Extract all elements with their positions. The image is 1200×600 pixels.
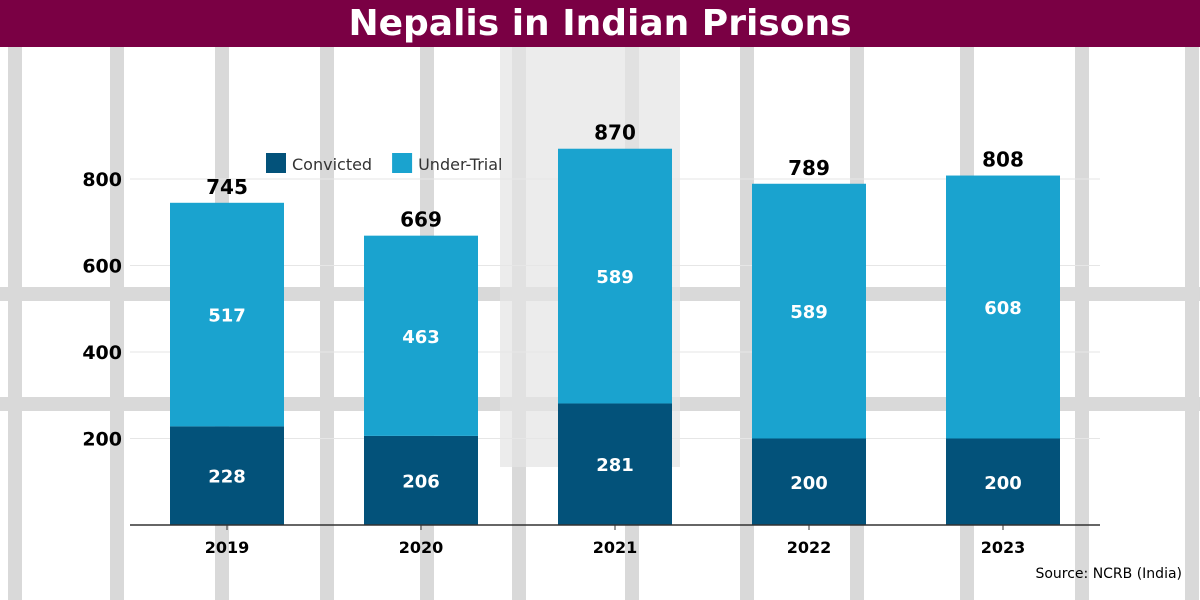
prison-bar (740, 47, 754, 600)
data-label: 206 (402, 471, 440, 492)
prison-bar (1075, 47, 1089, 600)
x-tick-label: 2022 (787, 538, 832, 557)
prison-bar (110, 47, 124, 600)
bar-convicted (170, 426, 284, 525)
total-label: 870 (594, 121, 636, 145)
y-tick-label: 800 (82, 169, 122, 191)
total-label: 669 (400, 208, 442, 232)
data-label: 517 (208, 306, 246, 327)
legend-swatch (266, 153, 286, 173)
source-note: Source: NCRB (India) (1035, 566, 1182, 582)
y-tick-label: 600 (82, 256, 122, 278)
bar-under-trial (364, 235, 478, 436)
bar-convicted (946, 438, 1060, 525)
data-label: 281 (596, 455, 634, 476)
legend-swatch (392, 153, 413, 173)
data-label: 589 (596, 267, 634, 288)
data-label: 200 (790, 473, 828, 494)
chart-title: Nepalis in Indian Prisons (0, 0, 1200, 47)
x-tick-label: 2019 (205, 538, 250, 557)
x-tick-label: 2020 (399, 538, 444, 557)
data-label: 589 (790, 302, 828, 323)
bar-under-trial (752, 183, 866, 439)
y-tick-label: 200 (82, 429, 122, 451)
bar-under-trial (946, 175, 1060, 439)
data-label: 463 (402, 327, 440, 348)
bar-under-trial (170, 202, 284, 427)
total-label: 789 (788, 156, 830, 180)
prison-bar (1185, 47, 1199, 600)
bar-under-trial (558, 148, 672, 404)
bar-convicted (558, 403, 672, 525)
data-label: 228 (208, 467, 246, 488)
bar-convicted (752, 438, 866, 525)
x-tick-label: 2023 (981, 538, 1026, 557)
data-label: 608 (984, 298, 1022, 319)
prison-bar (8, 47, 22, 600)
bar-convicted (364, 435, 478, 525)
y-tick-label: 400 (82, 342, 122, 364)
legend-label: Under-Trial (418, 155, 502, 174)
legend-label: Convicted (292, 155, 372, 174)
total-label: 808 (982, 148, 1024, 172)
x-tick-label: 2021 (593, 538, 638, 557)
total-label: 745 (206, 175, 248, 199)
data-label: 200 (984, 473, 1022, 494)
prison-bar (320, 47, 334, 600)
